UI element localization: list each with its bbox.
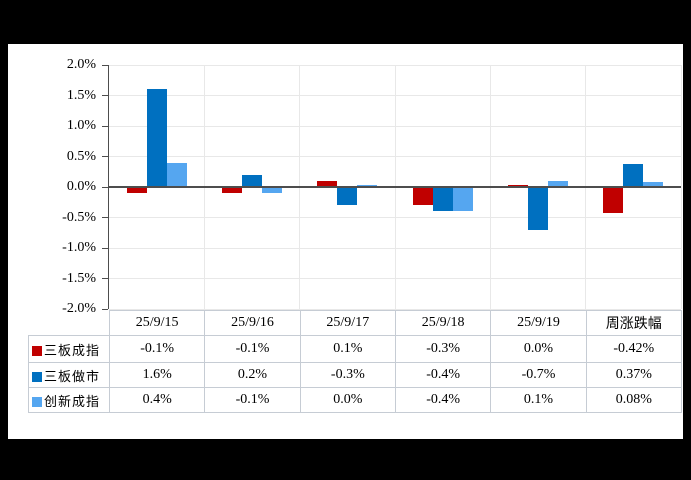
y-axis-tick: [102, 95, 108, 96]
chart-data-table: 25/9/15 25/9/16 25/9/17 25/9/18 25/9/19 周涨跌幅三…: [28, 310, 682, 413]
y-axis-label: -1.5%: [62, 270, 96, 286]
table-row-series3: 创新成指 0.4% -0.1% 0.0% -0.4% 0.1% 0.08%: [28, 387, 682, 413]
y-axis-line: [108, 65, 109, 309]
table-value-cell: -0.1%: [204, 335, 301, 363]
bar-series2-cat4: [433, 187, 453, 211]
bar-chart-plot-area: 2.0% 1.5% 1.0% 0.5% 0.0% -0.5% -1.0% -1.5% -2.0%: [8, 44, 683, 439]
y-axis-tick: [102, 125, 108, 127]
table-value-cell: 0.2%: [204, 362, 301, 388]
table-header-row: 25/9/15 25/9/16 25/9/17 25/9/18 25/9/19 周涨跌幅: [28, 310, 682, 336]
table-value-cell: 0.1%: [490, 387, 587, 413]
bar-series1-cat4: [413, 187, 433, 205]
table-value-cell: -0.1%: [204, 387, 301, 413]
bar-series1-cat3: [317, 181, 337, 187]
y-axis-tick: [102, 278, 108, 279]
table-header-cell-3: 25/9/17: [299, 310, 396, 336]
legend-label: 创新成指: [44, 393, 101, 409]
table-row-series2: 三板做市 1.6% 0.2% -0.3% -0.4% -0.7% 0.37%: [28, 362, 682, 388]
bar-series1-cat6: [603, 187, 623, 213]
table-value-cell: 0.37%: [585, 362, 682, 388]
y-axis-label: -1.0%: [62, 240, 96, 255]
table-value-cell: 0.08%: [585, 387, 682, 413]
y-axis-label: 1.5%: [66, 87, 96, 103]
bar-series2-cat1: [147, 89, 167, 187]
y-axis-label: -0.5%: [62, 209, 96, 225]
y-axis-tick: [102, 156, 108, 157]
table-header-cell-4: 25/9/18: [394, 310, 492, 336]
legend-swatch-icon: [32, 371, 42, 382]
table-value-cell: -0.4%: [394, 362, 492, 388]
y-axis-tick: [102, 186, 108, 188]
table-value-cell: 0.0%: [490, 335, 587, 363]
y-axis-tick: [102, 247, 108, 249]
table-value-cell: -0.1%: [108, 335, 206, 363]
bar-series3-cat2: [262, 187, 282, 193]
table-value-cell: -0.3%: [299, 362, 396, 388]
table-header-cell-1: 25/9/15: [108, 310, 206, 336]
gridline-horizontal: [109, 308, 681, 310]
y-axis-label: 1.0%: [66, 118, 96, 133]
table-corner-cell: [28, 310, 110, 336]
legend-label: 三板做市: [44, 368, 101, 384]
y-axis-tick: [102, 217, 108, 218]
y-axis-label: 2.0%: [66, 57, 96, 72]
table-value-cell: 0.0%: [299, 387, 396, 413]
bar-series2-cat5: [528, 187, 548, 230]
y-axis-tick: [102, 64, 108, 66]
x-axis-zero-line: [109, 186, 681, 188]
table-value-cell: 1.6%: [108, 362, 206, 388]
y-axis-label: 0.5%: [66, 148, 96, 164]
table-row-series1: 三板成指 -0.1% -0.1% 0.1% -0.3% 0.0% -0.42%: [28, 335, 682, 363]
table-header-cell-5: 25/9/19: [490, 310, 587, 336]
bar-series2-cat6: [623, 164, 643, 187]
bar-series2-cat3: [337, 187, 357, 205]
bar-series2-cat2: [242, 175, 262, 187]
table-value-cell: -0.4%: [394, 387, 492, 413]
legend-cell-series2: 三板做市: [28, 362, 110, 388]
bar-series1-cat2: [222, 187, 242, 193]
bar-series3-cat5: [548, 181, 568, 187]
bar-series3-cat4: [453, 187, 473, 211]
legend-swatch-icon: [32, 345, 42, 356]
chart-panel: 2.0% 1.5% 1.0% 0.5% 0.0% -0.5% -1.0% -1.5% -2.0%…: [8, 44, 683, 439]
table-value-cell: 0.4%: [108, 387, 206, 413]
y-axis-label: 0.0%: [66, 179, 96, 194]
table-value-cell: -0.42%: [585, 335, 682, 363]
table-value-cell: -0.7%: [490, 362, 587, 388]
table-value-cell: -0.3%: [394, 335, 492, 363]
legend-swatch-icon: [32, 396, 42, 407]
legend-cell-series3: 创新成指: [28, 387, 110, 413]
bar-series3-cat1: [167, 163, 187, 187]
legend-cell-series1: 三板成指: [28, 335, 110, 363]
bar-series3-cat6: [643, 182, 663, 187]
gridline-vertical: [680, 65, 682, 309]
table-header-cell-2: 25/9/16: [204, 310, 301, 336]
bar-series1-cat1: [127, 187, 147, 193]
table-value-cell: 0.1%: [299, 335, 396, 363]
table-header-cell-6: 周涨跌幅: [585, 310, 682, 336]
y-axis-tick: [102, 308, 108, 310]
legend-label: 三板成指: [44, 342, 101, 358]
